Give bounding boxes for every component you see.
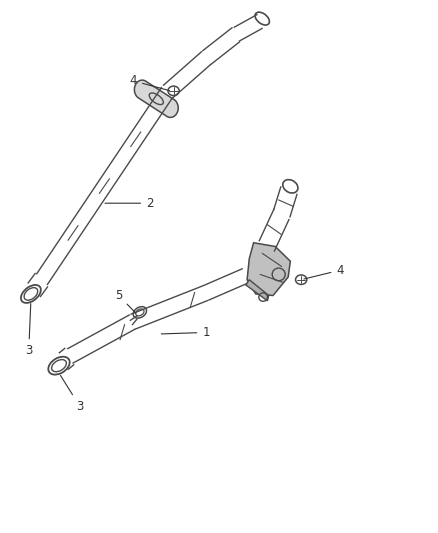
Polygon shape [247, 243, 290, 295]
Text: 1: 1 [161, 326, 210, 339]
Text: 5: 5 [115, 289, 136, 313]
Text: 3: 3 [60, 375, 84, 413]
Text: 4: 4 [130, 74, 170, 91]
Text: 3: 3 [25, 304, 32, 358]
Polygon shape [134, 80, 178, 117]
Polygon shape [246, 280, 269, 301]
Text: 2: 2 [105, 197, 154, 209]
Text: 4: 4 [304, 264, 344, 279]
